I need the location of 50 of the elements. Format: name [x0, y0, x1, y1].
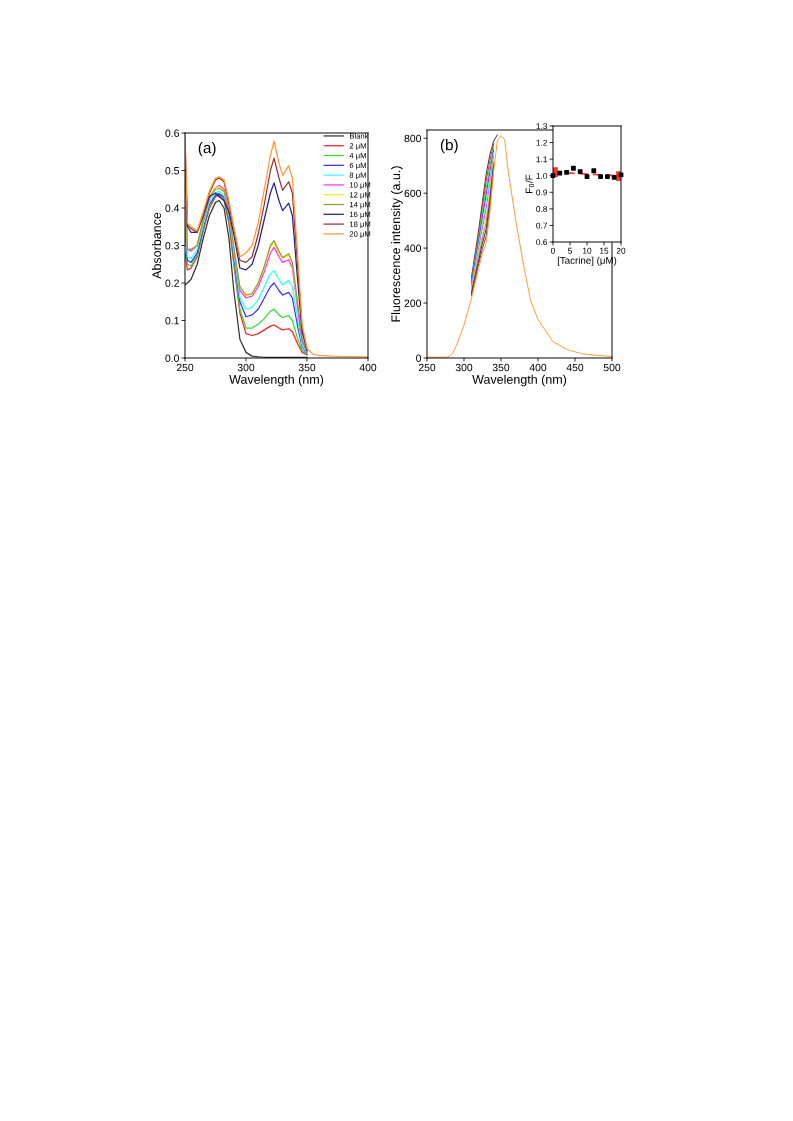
point [591, 168, 597, 174]
y-tick-label: 0.7 [536, 222, 548, 229]
y-axis-title: Fluorescence intensity (a.u.) [391, 166, 403, 322]
y-tick-label: 0 [416, 354, 422, 362]
point [605, 174, 610, 179]
x-axis-title: Wavelength (nm) [472, 374, 567, 387]
x-tick-label: 250 [418, 363, 436, 372]
point [611, 174, 617, 180]
x-tick-label: 400 [359, 363, 377, 372]
point [564, 170, 569, 175]
x-tick-label: 0 [551, 247, 555, 254]
point [571, 165, 576, 171]
point [584, 174, 590, 179]
y-tick-label: 0.5 [165, 167, 180, 175]
y-tick-label: 0.3 [165, 242, 179, 250]
x-tick-label: 15 [600, 247, 609, 254]
y-tick-label: 0.8 [536, 206, 548, 212]
annotation: (a) [198, 142, 216, 157]
x-axis-title: Wavelength (nm) [229, 374, 324, 387]
y-axis-title: Absorbance [151, 212, 162, 279]
y-tick-label: 0.6 [536, 239, 548, 246]
annotation: (b) [440, 139, 458, 154]
x-tick-label: 20 [616, 247, 626, 254]
x-tick-label: 250 [176, 363, 194, 372]
y-tick-label: 1.1 [536, 156, 548, 163]
x-tick-label: 500 [603, 363, 621, 372]
y-tick-label: 0.9 [536, 189, 548, 196]
y-tick-label: 200 [404, 299, 422, 307]
y-tick-label: 600 [404, 189, 422, 198]
y-tick-label: 0.1 [165, 317, 179, 325]
x-tick-label: 300 [237, 363, 255, 372]
x-tick-label: 10 [583, 247, 592, 254]
x-axis-title: [Tacrine] (μM) [557, 256, 617, 266]
x-tick-label: 300 [455, 363, 473, 372]
y-tick-label: 0.6 [165, 129, 179, 137]
x-tick-label: 450 [566, 363, 584, 372]
y-axis-title: F$_{0}$/F [525, 174, 535, 193]
y-tick-label: 1.2 [536, 139, 548, 146]
y-tick-label: 0.4 [165, 204, 180, 212]
x-tick-label: 350 [298, 363, 316, 372]
y-tick-label: 800 [404, 134, 422, 143]
y-tick-label: 1.0 [536, 172, 548, 179]
x-tick-label: 5 [568, 247, 572, 254]
y-tick-label: 1.3 [536, 123, 548, 130]
point [577, 169, 583, 174]
point [557, 170, 563, 176]
y-tick-label: 0.2 [165, 279, 179, 287]
y-tick-label: 0.0 [165, 354, 180, 362]
x-tick-label: 350 [492, 363, 510, 372]
point [598, 174, 603, 179]
